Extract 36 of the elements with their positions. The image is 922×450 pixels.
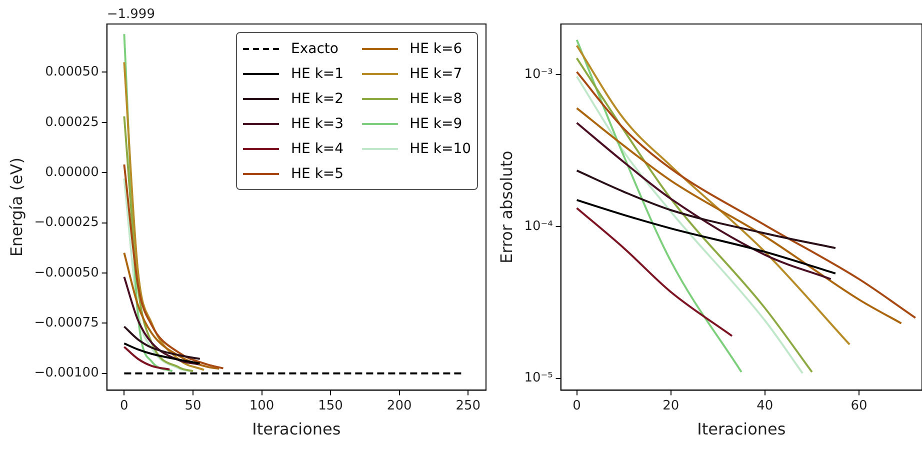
y-axis-title: Error absoluto	[496, 150, 516, 264]
legend-label: HE k=7	[410, 66, 462, 82]
x-tick-label: 50	[184, 398, 202, 414]
y-tick-label: 10⁻⁴	[524, 218, 553, 234]
x-tick-label: 250	[456, 398, 481, 414]
y-tick-label: −0.00025	[34, 215, 99, 230]
y-tick-label: 0.00000	[45, 164, 99, 180]
y-tick-label: 0.00050	[45, 64, 99, 80]
text: −1.999	[106, 6, 155, 22]
x-tick-label: 200	[386, 398, 412, 414]
x-tick-label: 60	[850, 398, 868, 414]
legend-label: HE k=5	[291, 166, 344, 182]
legend-label: HE k=10	[410, 140, 472, 156]
y-tick-label: 0.00025	[45, 114, 99, 130]
x-tick-label: 20	[662, 398, 680, 414]
x-tick-label: 40	[756, 398, 774, 414]
x-tick-label: 0	[120, 398, 128, 414]
legend-label: HE k=4	[291, 140, 344, 156]
legend-label: HE k=9	[410, 116, 462, 132]
x-axis-title: Iteraciones	[252, 420, 341, 439]
y-tick-label: −0.00075	[34, 316, 99, 331]
legend-label: Exacto	[291, 40, 338, 56]
y-axis-title: Energía (eV)	[6, 158, 26, 257]
legend-label: HE k=3	[291, 116, 344, 132]
legend-label: HE k=2	[291, 90, 344, 106]
y-tick-label: 10⁻⁵	[524, 370, 553, 386]
x-tick-label: 100	[249, 398, 274, 414]
y-tick-label: 10⁻³	[524, 66, 553, 82]
y-tick-label: −0.00050	[34, 265, 99, 280]
legend-label: HE k=8	[410, 90, 462, 106]
x-tick-label: 0	[572, 398, 581, 414]
legend-label: HE k=6	[410, 40, 462, 56]
y-tick-label: −0.00100	[34, 366, 99, 381]
legend-label: HE k=1	[291, 66, 344, 82]
x-tick-label: 150	[318, 398, 343, 414]
x-axis-title: Iteraciones	[697, 420, 786, 439]
